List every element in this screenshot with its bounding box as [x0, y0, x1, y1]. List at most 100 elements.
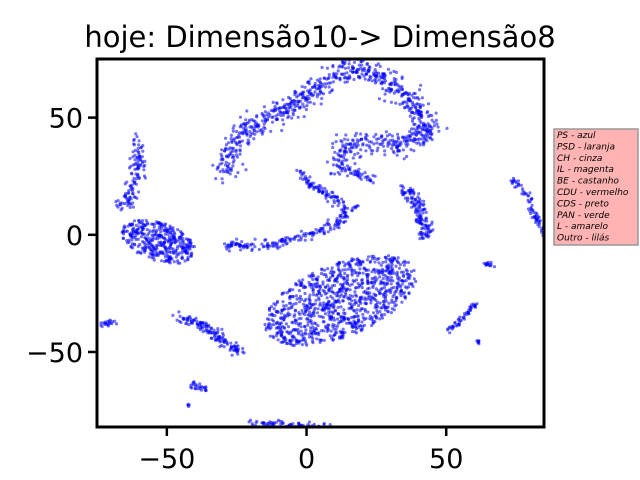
data-point	[339, 273, 343, 277]
data-point	[229, 346, 233, 350]
data-point	[196, 387, 200, 391]
data-point	[336, 267, 341, 272]
data-point	[400, 300, 404, 304]
data-point	[326, 283, 330, 287]
data-point	[343, 61, 347, 65]
data-point	[235, 129, 239, 134]
data-point	[281, 118, 285, 122]
data-point	[346, 262, 350, 266]
data-point	[347, 77, 351, 81]
data-point	[132, 143, 136, 147]
data-point	[167, 257, 172, 261]
data-point	[166, 240, 170, 244]
data-point	[408, 186, 412, 190]
data-point	[322, 273, 326, 277]
data-point	[312, 308, 316, 312]
data-point	[327, 73, 331, 77]
data-point	[267, 322, 271, 326]
data-point	[312, 274, 316, 278]
data-point	[414, 197, 418, 201]
data-point	[194, 387, 198, 391]
data-point	[325, 191, 329, 195]
data-point	[365, 258, 369, 262]
data-point	[417, 130, 421, 134]
data-point	[397, 266, 402, 270]
data-point	[293, 104, 297, 109]
data-point	[418, 206, 422, 210]
data-point	[220, 161, 224, 165]
data-point	[303, 175, 307, 179]
data-point	[403, 106, 407, 110]
data-point	[110, 320, 114, 324]
data-point	[343, 215, 347, 219]
data-point	[271, 334, 275, 338]
y-tick-label: −50	[26, 338, 83, 369]
data-point	[293, 313, 297, 317]
data-point	[313, 302, 317, 306]
data-point	[402, 139, 406, 143]
data-point	[424, 123, 428, 127]
data-point	[292, 328, 296, 332]
data-point	[424, 132, 428, 136]
data-point	[371, 311, 376, 315]
data-point	[419, 83, 423, 87]
data-point	[390, 134, 394, 138]
data-point	[387, 257, 391, 262]
data-point	[140, 232, 144, 236]
data-point	[179, 320, 183, 325]
data-point	[147, 245, 151, 249]
data-point	[244, 168, 248, 172]
data-point	[342, 308, 346, 312]
data-point	[315, 78, 319, 82]
data-point	[125, 229, 129, 233]
data-point	[133, 167, 137, 171]
data-point	[357, 63, 361, 67]
data-point	[404, 268, 408, 272]
data-point	[360, 281, 364, 285]
chart-title: hoje: Dimensão10-> Dimensão8	[84, 20, 555, 54]
data-point	[340, 315, 344, 319]
data-point	[371, 257, 375, 261]
data-point	[381, 292, 385, 297]
data-point	[378, 275, 382, 279]
data-point	[383, 153, 387, 157]
data-point	[325, 291, 329, 295]
data-point	[378, 309, 382, 314]
data-point	[154, 245, 158, 249]
data-point	[411, 196, 415, 200]
data-point	[363, 77, 367, 81]
data-point	[425, 233, 429, 237]
data-point	[410, 100, 415, 104]
data-point	[387, 270, 391, 274]
data-point	[324, 324, 328, 328]
data-point	[331, 306, 335, 310]
data-point	[263, 126, 267, 131]
data-point	[346, 138, 350, 142]
data-point	[303, 85, 307, 89]
data-point	[384, 260, 388, 264]
data-point	[309, 331, 314, 335]
data-point	[405, 104, 409, 108]
data-point	[138, 242, 142, 247]
data-point	[429, 125, 433, 129]
data-point	[323, 268, 327, 272]
data-point	[338, 290, 342, 294]
data-point	[127, 189, 131, 193]
data-point	[133, 162, 137, 167]
data-point	[286, 111, 290, 115]
data-point	[158, 243, 162, 247]
data-point	[379, 313, 383, 317]
data-point	[342, 220, 346, 224]
data-point	[285, 291, 289, 295]
data-point	[314, 282, 318, 286]
data-point	[343, 206, 347, 210]
data-point	[353, 268, 357, 273]
data-point	[432, 124, 436, 128]
data-point	[128, 195, 132, 200]
data-point	[358, 300, 362, 304]
data-point	[381, 260, 385, 264]
data-point	[368, 146, 372, 150]
data-point	[321, 92, 326, 96]
data-point	[312, 422, 316, 426]
